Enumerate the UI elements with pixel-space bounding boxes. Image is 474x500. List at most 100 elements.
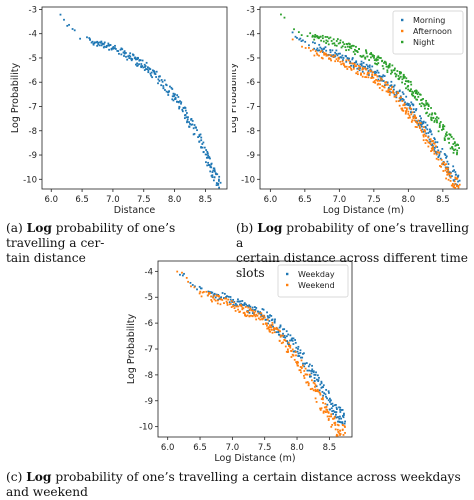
- data-point: [373, 55, 375, 57]
- data-point: [447, 163, 450, 165]
- data-point: [407, 80, 410, 82]
- data-point: [213, 170, 216, 173]
- legend-label: Morning: [413, 16, 445, 25]
- data-point: [327, 411, 330, 414]
- data-point: [184, 109, 187, 112]
- data-point: [445, 133, 447, 135]
- data-point: [378, 56, 381, 59]
- data-point: [177, 96, 180, 98]
- data-point: [388, 90, 391, 93]
- data-point: [302, 364, 304, 367]
- data-point: [351, 58, 354, 61]
- data-point: [410, 101, 413, 104]
- series-morning: [291, 31, 461, 187]
- data-point: [342, 434, 345, 436]
- legend: Morning Afternoon Night: [392, 10, 464, 55]
- data-point: [145, 68, 147, 70]
- data-point: [279, 335, 282, 338]
- data-point: [433, 137, 436, 140]
- data-point: [330, 425, 333, 428]
- series-weekend: [176, 270, 346, 437]
- data-point: [295, 361, 298, 364]
- data-point: [247, 310, 249, 312]
- data-point: [200, 136, 203, 139]
- data-point: [317, 390, 319, 393]
- data-point: [457, 185, 460, 187]
- data-point: [376, 58, 379, 61]
- data-point: [149, 68, 152, 71]
- data-point: [343, 43, 346, 46]
- data-point: [427, 145, 430, 148]
- data-point: [343, 412, 345, 415]
- data-point: [408, 114, 411, 117]
- data-point: [377, 78, 380, 81]
- data-point: [382, 85, 385, 88]
- data-point: [207, 290, 210, 293]
- data-point: [188, 121, 190, 123]
- data-point: [150, 74, 152, 77]
- data-point: [312, 389, 315, 392]
- data-point: [445, 131, 448, 134]
- data-point: [134, 56, 137, 59]
- data-point: [155, 76, 158, 78]
- data-point: [148, 67, 151, 70]
- data-point: [374, 73, 377, 76]
- data-point: [456, 151, 458, 154]
- y-tick-label: -7: [247, 102, 255, 112]
- data-point: [324, 393, 327, 396]
- data-point: [395, 100, 398, 103]
- data-point: [335, 49, 338, 52]
- data-point: [337, 56, 340, 59]
- data-point: [292, 354, 295, 357]
- data-point: [337, 431, 340, 433]
- data-point: [93, 41, 96, 44]
- data-point: [323, 51, 325, 54]
- data-point: [445, 177, 448, 180]
- data-point: [146, 66, 149, 69]
- data-point: [213, 292, 216, 295]
- data-point: [414, 92, 417, 94]
- data-point: [391, 71, 393, 74]
- data-point: [202, 141, 205, 144]
- data-point: [198, 135, 201, 138]
- data-point: [317, 49, 319, 52]
- legend-label: Afternoon: [413, 27, 452, 36]
- data-point: [425, 103, 428, 106]
- data-point: [355, 65, 358, 67]
- data-point: [394, 72, 396, 75]
- data-point: [125, 55, 127, 58]
- data-point: [414, 95, 416, 98]
- caption-c-bold: Log: [26, 470, 52, 484]
- data-point: [326, 397, 328, 400]
- data-point: [308, 369, 310, 372]
- data-point: [260, 314, 263, 317]
- data-point: [287, 341, 290, 344]
- data-point: [171, 88, 174, 90]
- data-point: [395, 94, 398, 96]
- data-point: [312, 371, 315, 374]
- data-point: [337, 416, 339, 418]
- data-point: [360, 73, 362, 76]
- legend-marker: [401, 40, 404, 44]
- data-point: [390, 69, 393, 72]
- data-point: [335, 44, 338, 47]
- data-point: [397, 75, 400, 77]
- data-point: [453, 184, 456, 187]
- data-point: [235, 305, 238, 308]
- data-point: [328, 415, 331, 418]
- data-point: [258, 312, 261, 315]
- data-point: [167, 91, 169, 94]
- data-point: [375, 71, 378, 74]
- data-point: [318, 36, 321, 39]
- data-point: [444, 135, 447, 138]
- data-point: [340, 46, 343, 49]
- data-point: [305, 373, 308, 376]
- data-point: [283, 334, 286, 337]
- data-point: [431, 149, 433, 152]
- data-point: [409, 104, 412, 107]
- data-point: [417, 91, 420, 94]
- data-point: [128, 54, 131, 57]
- data-point: [227, 295, 230, 298]
- data-point: [401, 97, 404, 100]
- data-point: [100, 40, 103, 43]
